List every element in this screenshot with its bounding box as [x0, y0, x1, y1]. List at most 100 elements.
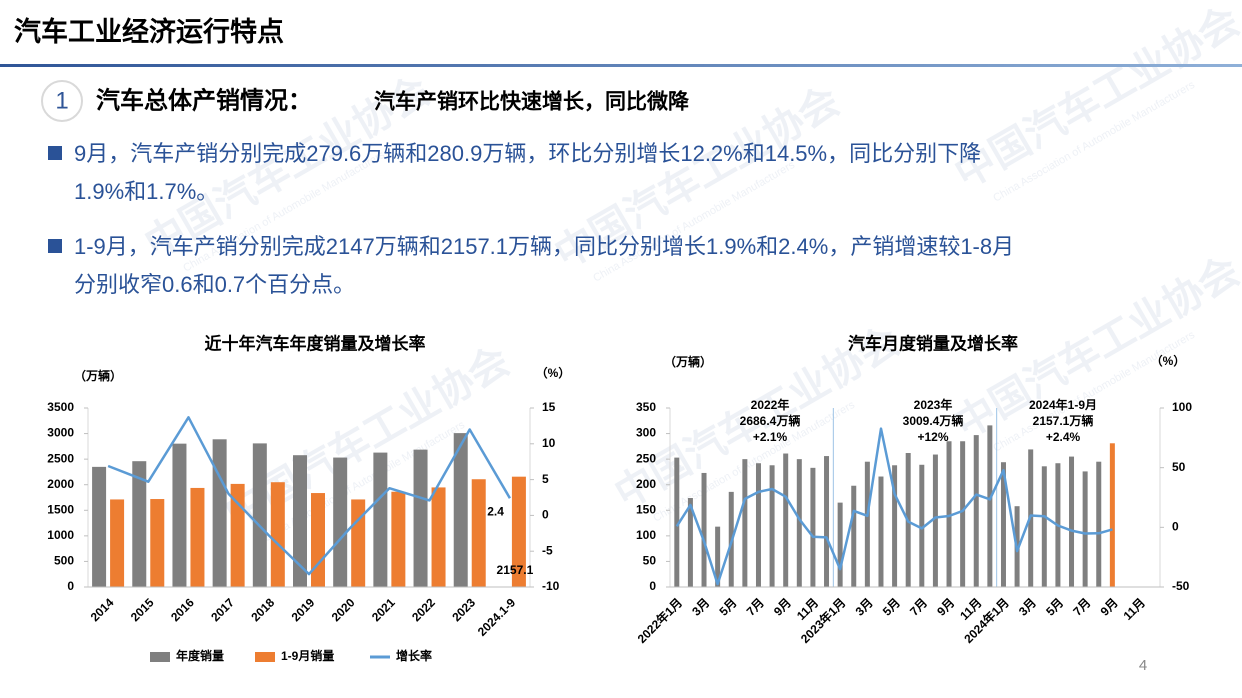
section-subtitle: 汽车产销环比快速增长，同比微降 — [374, 90, 690, 114]
bar — [824, 456, 830, 587]
x-tick-label: 7月 — [744, 595, 767, 618]
legend-label: 增长率 — [396, 648, 432, 663]
x-tick-label: 9月 — [1098, 595, 1121, 618]
x-tick-label: 2021 — [369, 595, 398, 624]
growth-line — [675, 427, 1113, 586]
y-axis-unit: （万辆） — [664, 354, 712, 369]
x-tick-label: 5月 — [717, 595, 740, 618]
bar — [892, 465, 898, 587]
section-title: 汽车总体产销情况： — [96, 86, 312, 114]
bar — [960, 441, 966, 587]
annotation: 2157.1万辆 — [1033, 413, 1094, 428]
bar — [1082, 471, 1088, 587]
y-tick-label: 2000 — [47, 477, 74, 491]
bar — [1096, 461, 1102, 587]
legend-label: 1-9月销量 — [281, 648, 334, 663]
bar — [230, 483, 245, 587]
section-badge — [41, 80, 83, 122]
y-tick-label: 350 — [636, 400, 656, 414]
bar — [864, 461, 870, 587]
bar — [701, 472, 707, 587]
y2-tick-label: 10 — [542, 436, 556, 450]
y2-axis-unit: （%） — [1151, 353, 1186, 368]
bar — [471, 479, 486, 587]
bar — [837, 502, 843, 587]
bullet-text: 1-9月，汽车产销分别完成2147万辆和2157.1万辆，同比分别增长1.9%和… — [74, 234, 1014, 259]
x-tick-label: 5月 — [1043, 595, 1066, 618]
bar — [1109, 443, 1115, 587]
bar — [810, 467, 816, 587]
bar — [769, 465, 775, 587]
growth-line — [107, 416, 511, 576]
watermark-text: 中国汽车工业协会 — [948, 0, 1242, 197]
y-tick-label: 50 — [643, 554, 657, 568]
x-tick-label: 2022年1月 — [634, 595, 685, 646]
x-tick-label: 9月 — [771, 595, 794, 618]
legend-swatch — [150, 652, 170, 662]
title-rule — [0, 64, 1242, 67]
bar — [946, 441, 952, 587]
bar — [92, 466, 107, 587]
y-tick-label: 3000 — [47, 426, 74, 440]
bar — [373, 452, 388, 587]
bar — [270, 482, 285, 587]
bar — [190, 487, 205, 587]
annotation: 2686.4万辆 — [740, 413, 801, 428]
bar — [311, 493, 325, 587]
x-tick-label: 2014 — [88, 595, 117, 624]
bar — [150, 499, 165, 587]
bar — [796, 459, 802, 587]
y2-tick-label: 0 — [542, 508, 549, 522]
page-title: 汽车工业经济运行特点 — [14, 16, 284, 47]
y-tick-label: 0 — [649, 579, 656, 593]
bullet-text: 1.9%和1.7%。 — [74, 179, 218, 204]
bar — [511, 476, 526, 587]
y-tick-label: 500 — [54, 554, 74, 568]
x-tick-label: 2022 — [409, 595, 438, 624]
y-axis-unit: （万辆） — [74, 368, 122, 383]
y2-tick-label: 15 — [542, 400, 556, 414]
annotation: 2023年 — [914, 397, 953, 412]
bar — [132, 461, 147, 587]
bar — [351, 499, 366, 587]
x-tick-label: 5月 — [880, 595, 903, 618]
annotation: +2.1% — [753, 430, 788, 444]
bar — [932, 454, 938, 587]
annotation: 2024年1-9月 — [1029, 397, 1097, 412]
y-tick-label: 100 — [636, 528, 656, 542]
y-tick-label: 0 — [67, 579, 74, 593]
bar — [715, 526, 721, 587]
bar — [878, 476, 884, 587]
bar — [755, 463, 761, 587]
bar — [1000, 462, 1006, 587]
bar — [742, 459, 748, 587]
bar — [333, 457, 348, 587]
x-tick-label: 9月 — [934, 595, 957, 618]
y-tick-label: 200 — [636, 477, 656, 491]
chart-title: 汽车月度销量及增长率 — [848, 333, 1018, 353]
data-label: 2.4 — [487, 504, 504, 518]
bar — [110, 499, 125, 587]
bullet-marker — [48, 146, 62, 160]
y2-axis-unit: （%） — [536, 365, 571, 380]
bar — [413, 449, 428, 587]
x-tick-label: 2020 — [329, 595, 358, 624]
x-tick-label: 2018 — [248, 595, 277, 624]
x-tick-label: 7月 — [1070, 595, 1093, 618]
y2-tick-label: -5 — [542, 543, 553, 557]
y2-tick-label: 5 — [542, 472, 549, 486]
data-label: 2157.1 — [497, 563, 534, 577]
bar — [987, 425, 993, 587]
bullet-marker — [48, 239, 62, 253]
legend-swatch — [255, 652, 275, 662]
x-tick-label: 2016 — [168, 595, 197, 624]
y-tick-label: 150 — [636, 502, 656, 516]
y-tick-label: 3500 — [47, 400, 74, 414]
y2-tick-label: 0 — [1172, 520, 1179, 534]
annotation: 2022年 — [751, 397, 790, 412]
x-tick-label: 2024.1-9 — [475, 595, 519, 639]
bar — [919, 464, 925, 587]
x-tick-label: 2017 — [208, 595, 237, 624]
legend-label: 年度销量 — [176, 648, 224, 663]
bar — [212, 439, 227, 587]
